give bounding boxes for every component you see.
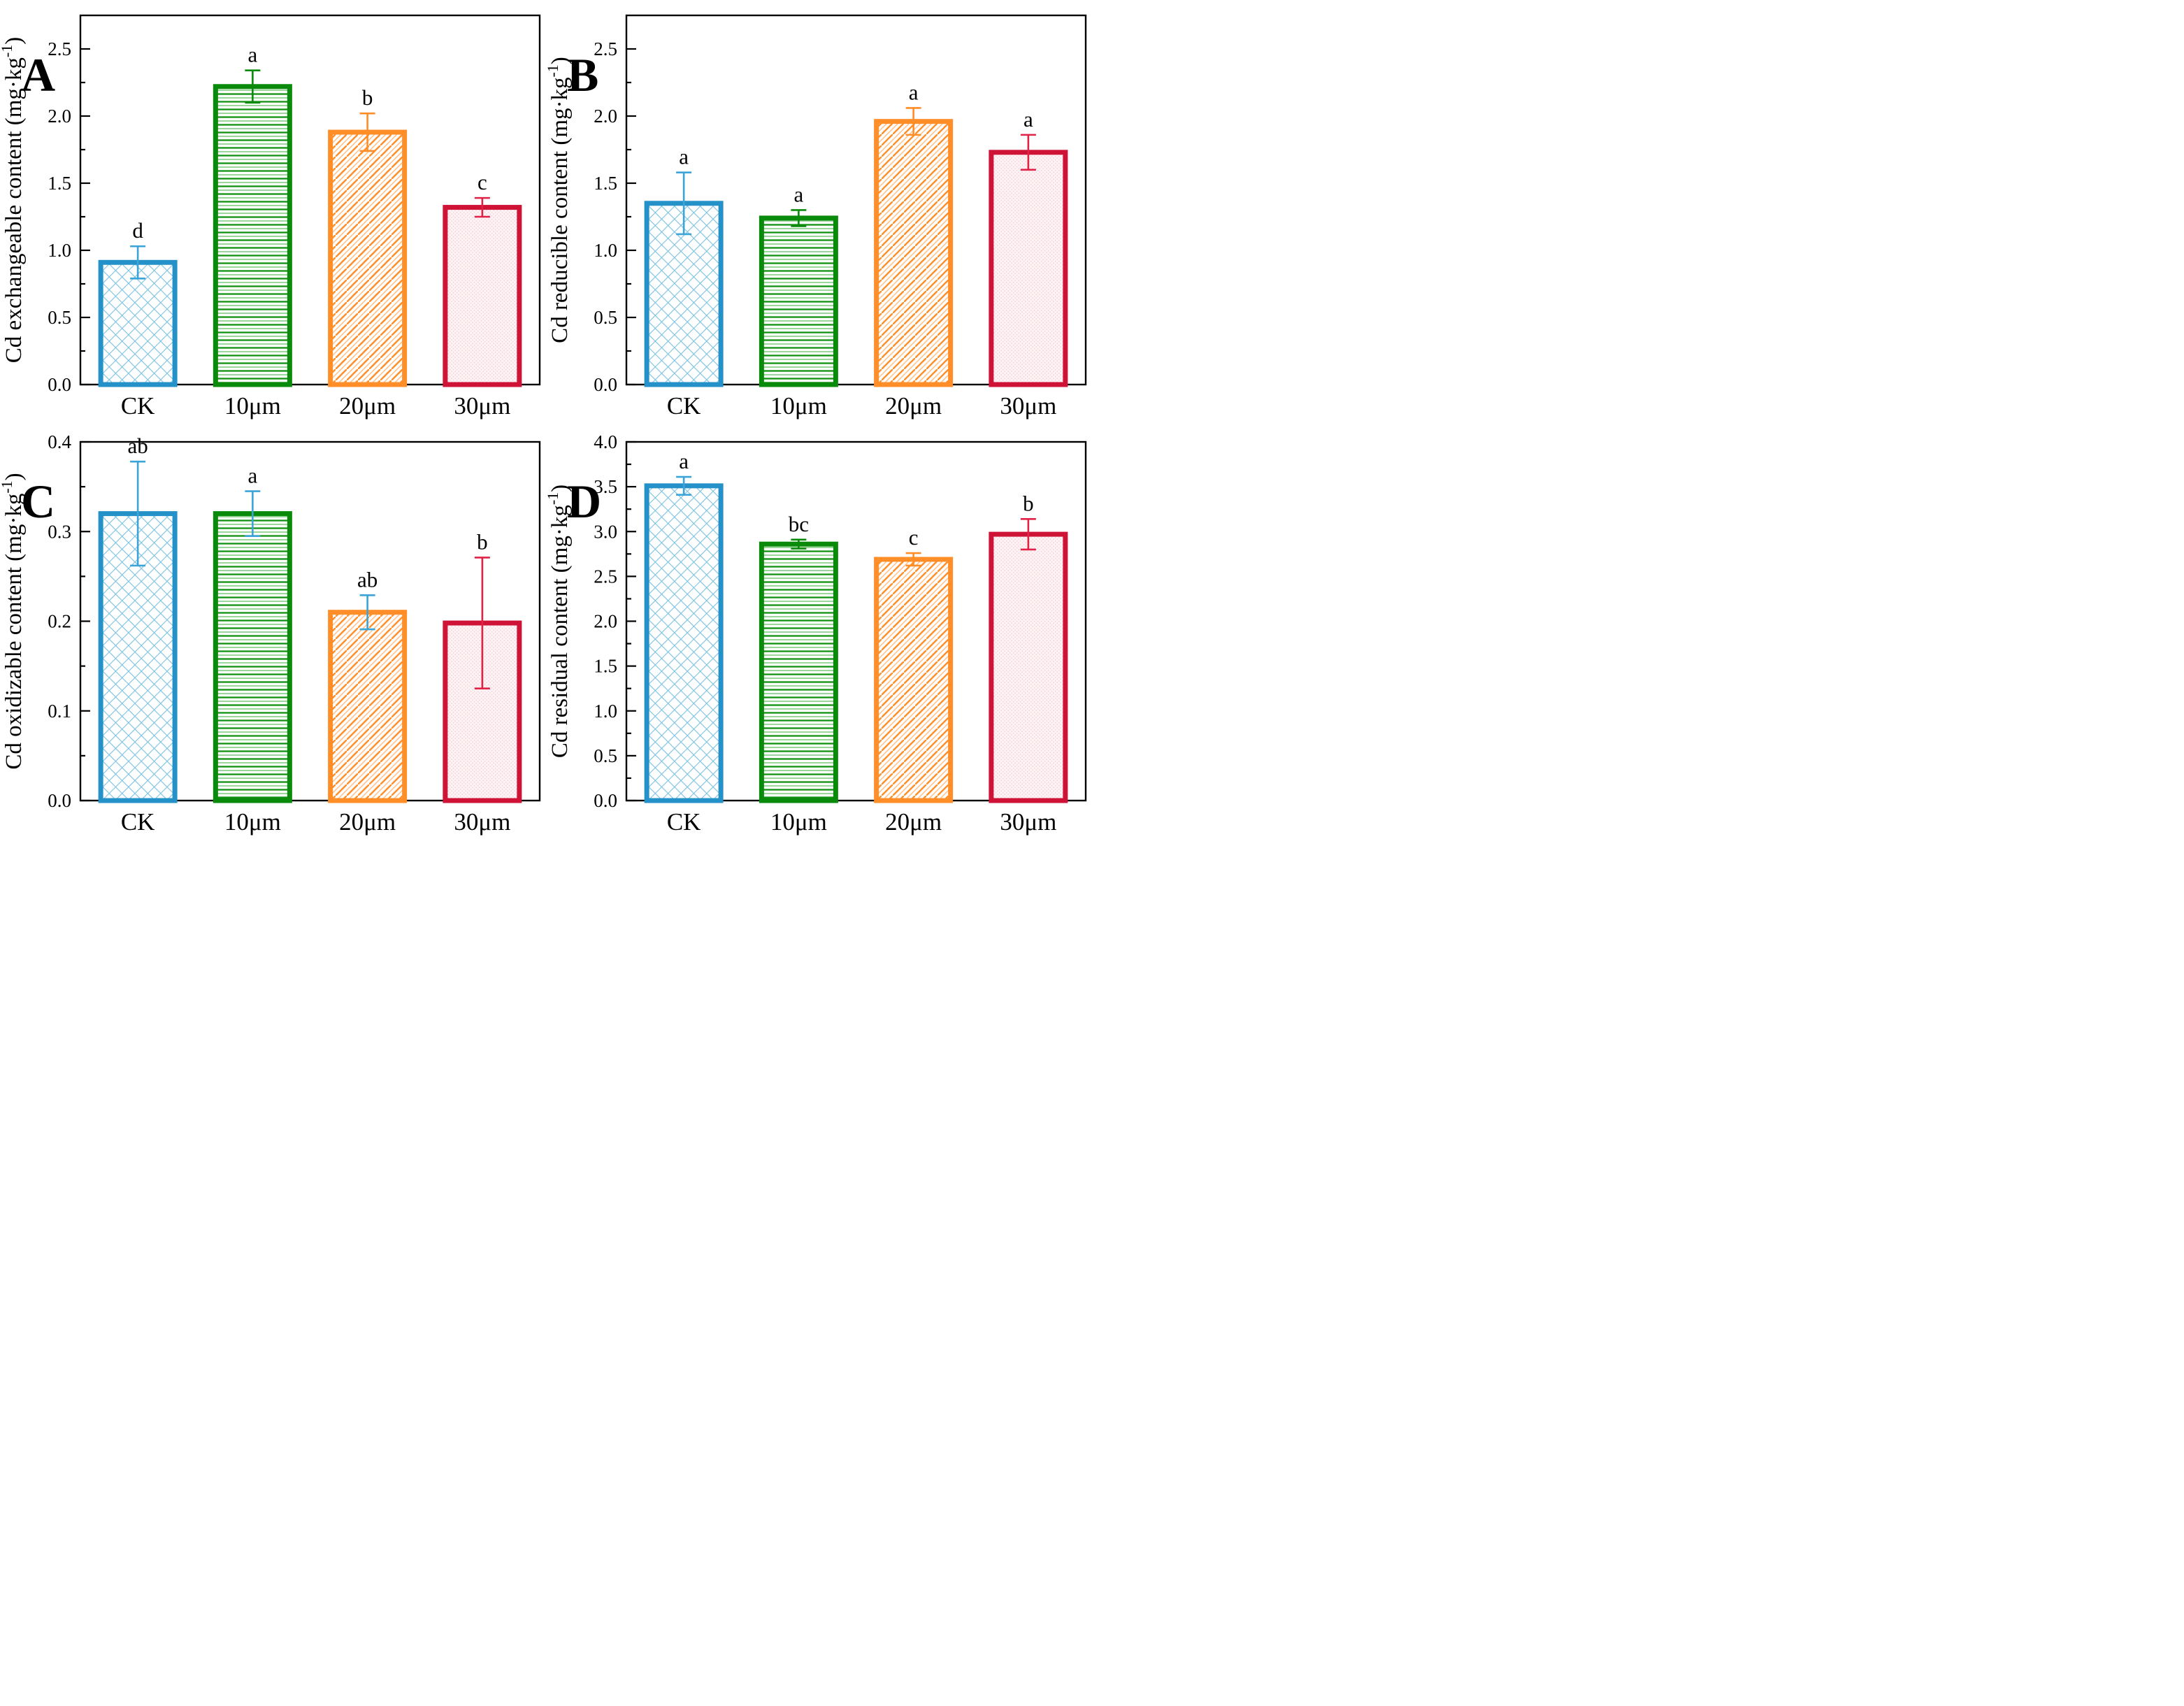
y-tick-label: 0.0 bbox=[594, 790, 617, 811]
bar-10μm bbox=[213, 511, 292, 803]
x-category-label: 20μm bbox=[885, 808, 942, 836]
x-category-label: CK bbox=[667, 392, 701, 420]
x-category-label: 30μm bbox=[454, 808, 510, 836]
x-category-label: 10μm bbox=[770, 808, 827, 836]
bar-10μm bbox=[759, 215, 838, 387]
panel-b: 0.0 0.5 1.0 1.5 2.0 2.5 B Cd reducible content … bbox=[546, 0, 1092, 426]
x-category-label: 30μm bbox=[1000, 808, 1056, 836]
bar-20μm bbox=[874, 557, 954, 803]
y-tick-label: 0.5 bbox=[594, 307, 617, 328]
y-tick-label: 1.0 bbox=[594, 240, 617, 261]
bar-30μm bbox=[989, 150, 1068, 387]
x-category-label: 30μm bbox=[454, 392, 510, 420]
y-tick-label: 2.0 bbox=[594, 611, 617, 632]
y-axis-title: Cd reducible content (mg·kg-1) bbox=[546, 57, 573, 343]
panel-a: 0.0 0.5 1.0 1.5 2.0 2.5 A Cd exchangeable conte… bbox=[0, 0, 546, 426]
bar-20μm bbox=[328, 610, 408, 803]
y-tick-label: 0.4 bbox=[48, 431, 71, 452]
sig-letter: ab bbox=[357, 567, 378, 592]
bar-10μm bbox=[759, 541, 838, 803]
y-tick-label: 1.5 bbox=[594, 173, 617, 194]
y-tick-label: 3.5 bbox=[594, 476, 617, 497]
bar-10μm bbox=[213, 84, 292, 387]
sig-letter: b bbox=[477, 529, 488, 554]
y-tick-label: 0.2 bbox=[48, 611, 71, 632]
y-tick-label: 2.5 bbox=[594, 38, 617, 59]
sig-letter: b bbox=[362, 85, 373, 110]
x-category-label: 10μm bbox=[770, 392, 827, 420]
x-category-label: CK bbox=[121, 808, 155, 836]
plot-frame bbox=[625, 14, 1087, 386]
y-tick-label: 2.5 bbox=[48, 38, 71, 59]
sig-letter: a bbox=[909, 80, 919, 104]
sig-letter: ab bbox=[127, 433, 148, 458]
bar-30μm bbox=[443, 205, 522, 387]
x-category-label: 30μm bbox=[1000, 392, 1056, 420]
bar-30μm bbox=[989, 531, 1068, 803]
x-category-label: 10μm bbox=[224, 808, 281, 836]
panel-letter: B bbox=[567, 48, 598, 101]
panel-letter: A bbox=[21, 48, 55, 101]
sig-letter: b bbox=[1023, 491, 1034, 515]
chart-panel-c: 0.0 0.1 0.2 0.3 0.4 CCd oxidizable content (m… bbox=[0, 431, 541, 836]
y-tick-label: 3.0 bbox=[594, 521, 617, 542]
y-tick-label: 0.0 bbox=[48, 374, 71, 395]
x-category-label: 20μm bbox=[885, 392, 942, 420]
chart-panel-d: 0.0 0.5 1.0 1.5 2.0 2.5 3.0 3.5 4.0 DCd residual … bbox=[546, 431, 1087, 836]
sig-letter: a bbox=[247, 43, 257, 67]
y-axis-title: Cd residual content (mg·kg-1) bbox=[546, 485, 573, 758]
sig-letter: c bbox=[477, 170, 487, 194]
y-tick-label: 2.0 bbox=[48, 106, 71, 127]
y-tick-label: 0.5 bbox=[594, 745, 617, 766]
x-category-label: CK bbox=[121, 392, 155, 420]
y-tick-label: 0.0 bbox=[48, 790, 71, 811]
x-category-label: CK bbox=[667, 808, 701, 836]
sig-letter: a bbox=[1023, 107, 1033, 131]
sig-letter: d bbox=[132, 218, 143, 243]
y-axis-title: Cd exchangeable content (mg·kg-1) bbox=[0, 37, 27, 363]
sig-letter: bc bbox=[789, 512, 809, 536]
figure-grid: 0.0 0.5 1.0 1.5 2.0 2.5 A Cd exchangeable conte… bbox=[0, 0, 1092, 853]
panel-d: 0.0 0.5 1.0 1.5 2.0 2.5 3.0 3.5 4.0 D Cd residual … bbox=[546, 426, 1092, 853]
x-category-label: 10μm bbox=[224, 392, 281, 420]
panel-letter: C bbox=[21, 475, 55, 528]
y-tick-label: 0.0 bbox=[594, 374, 617, 395]
y-tick-label: 1.0 bbox=[48, 240, 71, 261]
y-tick-label: 0.1 bbox=[48, 701, 71, 722]
y-tick-label: 0.3 bbox=[48, 521, 71, 542]
y-tick-label: 4.0 bbox=[594, 431, 617, 452]
y-tick-label: 2.5 bbox=[594, 566, 617, 587]
y-tick-label: 1.0 bbox=[594, 701, 617, 722]
y-tick-label: 0.5 bbox=[48, 307, 71, 328]
panel-c: 0.0 0.1 0.2 0.3 0.4 C Cd oxidizable content (m… bbox=[0, 426, 546, 853]
panel-letter: D bbox=[567, 475, 601, 528]
sig-letter: a bbox=[793, 182, 803, 206]
bar-20μm bbox=[874, 119, 954, 387]
x-category-label: 20μm bbox=[339, 808, 396, 836]
plot-frame bbox=[79, 14, 541, 386]
sig-letter: a bbox=[679, 145, 689, 169]
bar-CK bbox=[98, 259, 178, 387]
y-tick-label: 1.5 bbox=[48, 173, 71, 194]
sig-letter: c bbox=[909, 525, 919, 550]
bar-CK bbox=[644, 483, 724, 803]
y-axis-title: Cd oxidizable content (mg·kg-1) bbox=[0, 473, 27, 769]
x-category-label: 20μm bbox=[339, 392, 396, 420]
y-tick-label: 2.0 bbox=[594, 106, 617, 127]
bar-20μm bbox=[328, 129, 408, 387]
sig-letter: a bbox=[247, 464, 257, 488]
sig-letter: a bbox=[679, 449, 689, 473]
y-tick-label: 1.5 bbox=[594, 656, 617, 677]
